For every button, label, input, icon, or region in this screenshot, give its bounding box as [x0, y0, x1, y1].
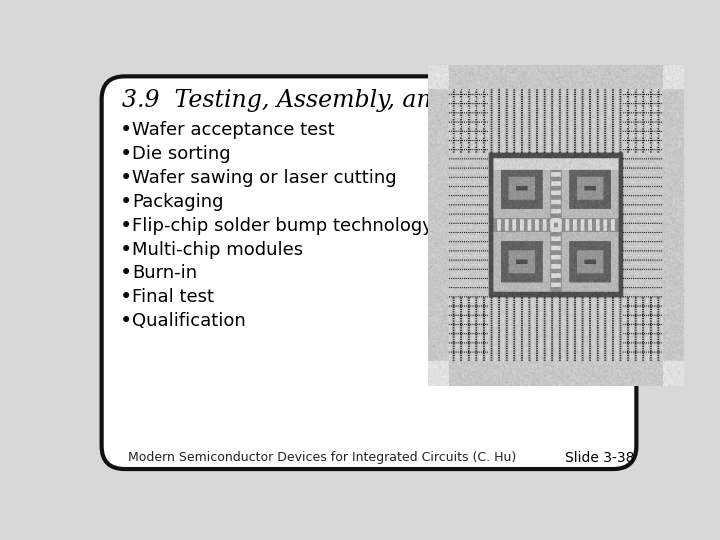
- Text: Die sorting: Die sorting: [132, 145, 230, 163]
- Text: •: •: [120, 240, 132, 260]
- Text: Multi-chip modules: Multi-chip modules: [132, 241, 303, 259]
- Text: Packaging: Packaging: [132, 193, 223, 211]
- Text: Modern Semiconductor Devices for Integrated Circuits (C. Hu): Modern Semiconductor Devices for Integra…: [128, 451, 517, 464]
- Text: •: •: [120, 120, 132, 140]
- Text: Qualification: Qualification: [132, 312, 246, 330]
- Text: •: •: [120, 192, 132, 212]
- Text: •: •: [120, 287, 132, 307]
- Text: Slide 3-38: Slide 3-38: [565, 450, 635, 464]
- Text: •: •: [120, 144, 132, 164]
- Text: Wafer acceptance test: Wafer acceptance test: [132, 122, 335, 139]
- Text: Final test: Final test: [132, 288, 214, 306]
- Text: Burn-in: Burn-in: [132, 265, 197, 282]
- Text: •: •: [120, 311, 132, 331]
- Text: 3.9  Testing, Assembly, and Qualification: 3.9 Testing, Assembly, and Qualification: [122, 90, 608, 112]
- Text: Flip-chip solder bump technology: Flip-chip solder bump technology: [132, 217, 433, 235]
- Text: Wafer sawing or laser cutting: Wafer sawing or laser cutting: [132, 169, 397, 187]
- Text: •: •: [120, 215, 132, 236]
- FancyBboxPatch shape: [102, 76, 636, 469]
- Text: •: •: [120, 264, 132, 284]
- Text: •: •: [120, 168, 132, 188]
